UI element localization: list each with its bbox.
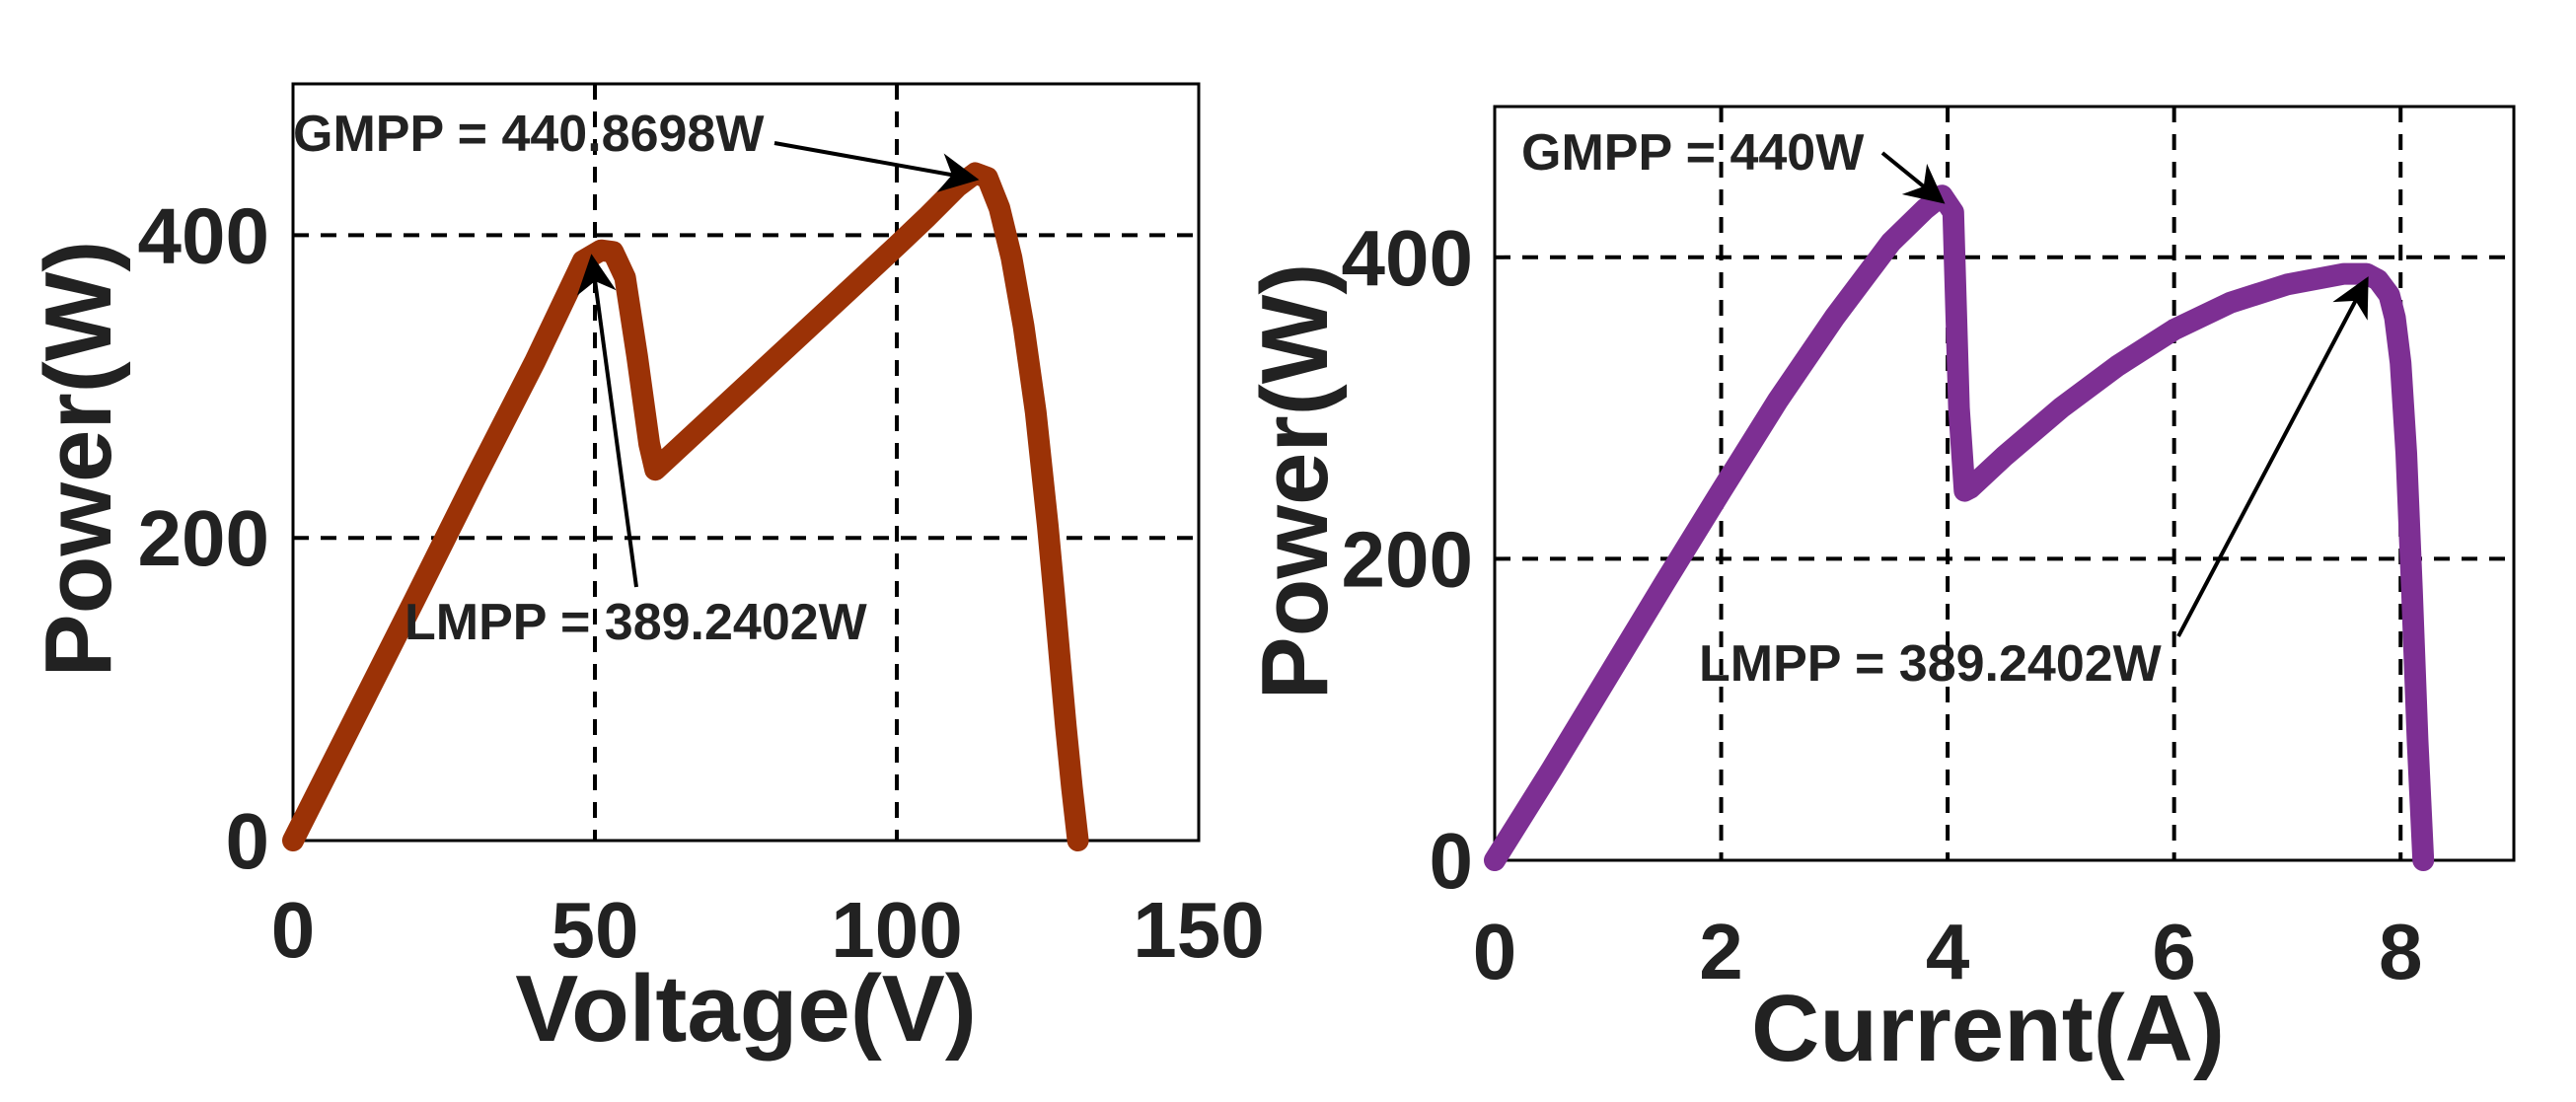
y-tick-label: 0 [226,797,270,885]
y-tick-label: 400 [1342,214,1473,302]
x-tick-label: 0 [1473,908,1517,995]
annotation-label: GMPP = 440.8698W [293,106,765,163]
x-axis-label: Current(A) [1751,976,2225,1081]
x-tick-label: 4 [1926,908,1970,995]
plot-frame [291,82,1201,843]
annotation-label: LMPP = 389.2402W [405,594,868,651]
plot-frame [1493,105,2516,862]
chart-panel-1: 0 200 400 0 50 100 150 Voltage(V) Power(W) GMPP =… [26,82,1265,1062]
y-axis-label: Power(W) [26,241,131,678]
x-tick-label: 6 [2152,908,2196,995]
x-tick-label: 100 [831,886,962,974]
annotation-arrow [1880,151,1946,204]
y-axis-label: Power(W) [1242,263,1348,700]
annotation-label: LMPP = 389.2402W [1699,635,2163,693]
y-tick-label: 200 [1342,515,1473,603]
annotation-label: GMPP = 440W [1521,124,1865,182]
series-line [1484,184,2435,871]
y-tick-label: 0 [1430,817,1474,905]
x-tick-label: 50 [552,886,639,974]
annotation-arrow [576,254,638,588]
annotation-arrow [2176,276,2369,637]
x-axis-label: Voltage(V) [515,956,977,1062]
y-tick-label: 200 [138,494,269,582]
x-tick-label: 0 [271,886,316,974]
x-tick-label: 8 [2379,908,2423,995]
chart-panel-2: 0 200 400 0 2 4 6 8 Current(A) Power(W) GMPP = 440… [1242,105,2516,1081]
series-line [282,162,1089,851]
annotation-arrow [773,141,980,192]
x-tick-label: 150 [1133,886,1264,974]
y-tick-label: 400 [138,191,269,279]
x-tick-label: 2 [1699,908,1743,995]
